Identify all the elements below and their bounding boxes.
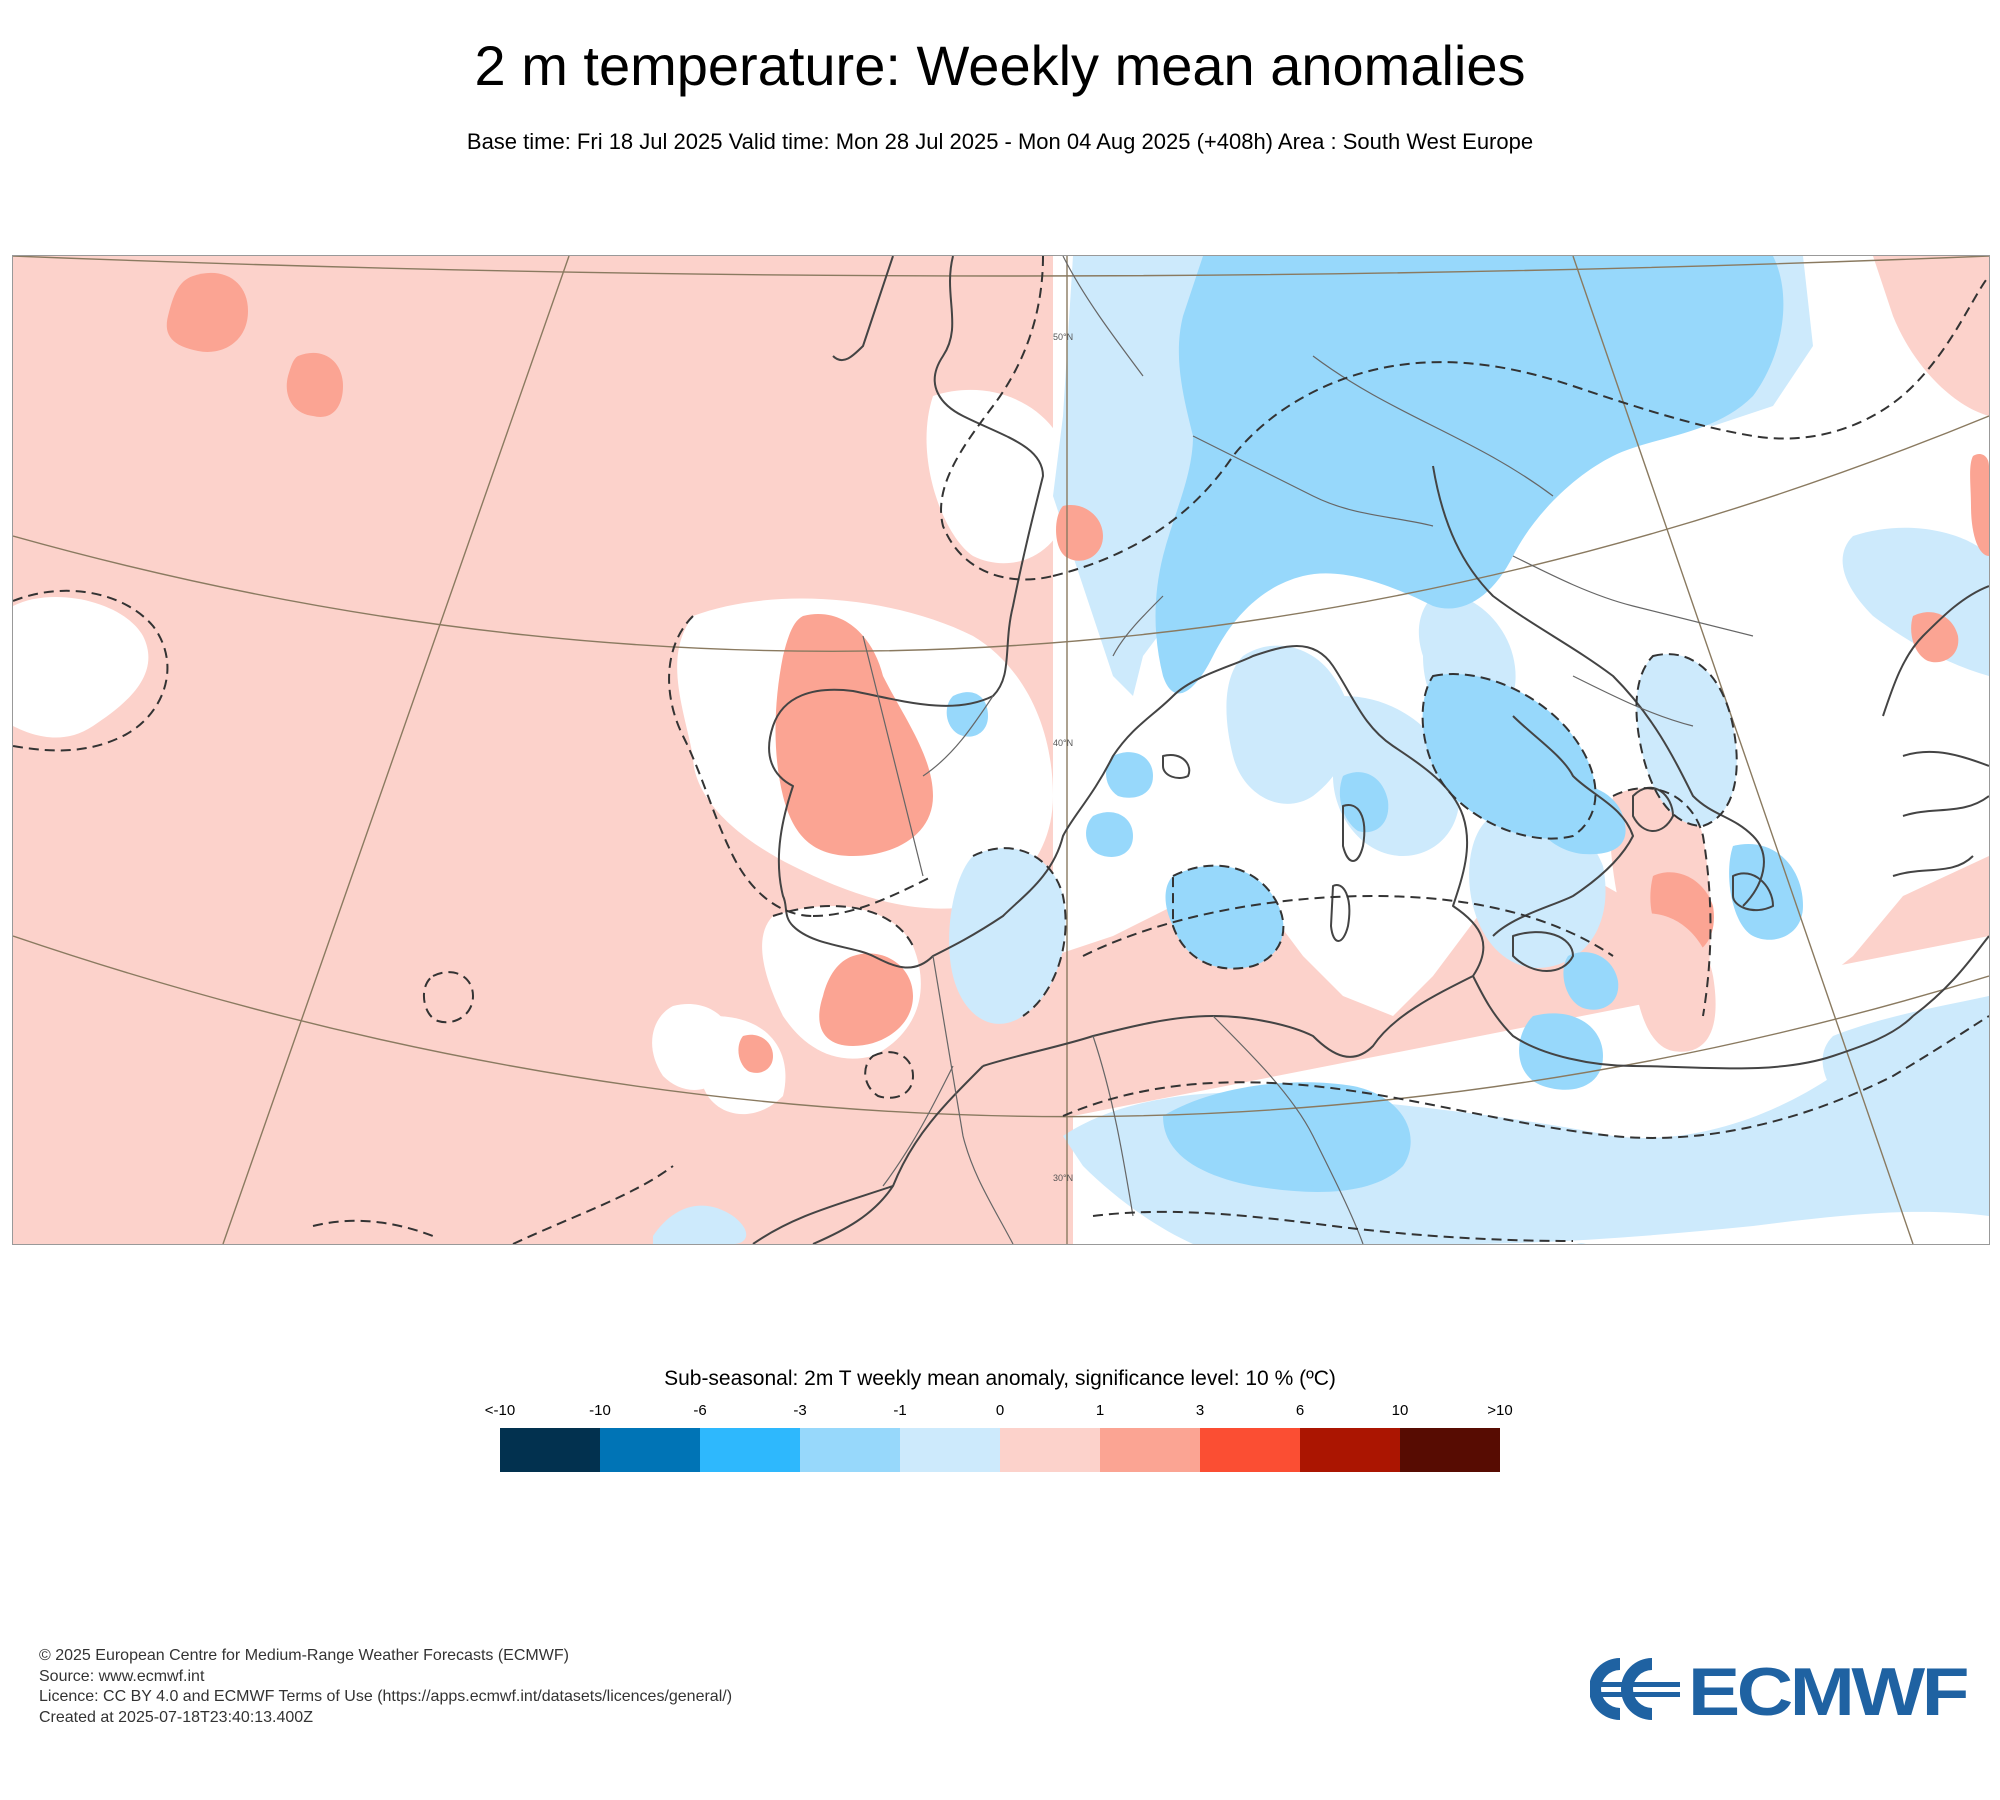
legend-color-box (1200, 1428, 1300, 1472)
legend-color-box (800, 1428, 900, 1472)
legend-color-box (1400, 1428, 1500, 1472)
footer-credits: © 2025 European Centre for Medium-Range … (39, 1646, 732, 1728)
color-legend: <-10 -10 -6 -3 -1 0 1 3 6 10 >10 (485, 1402, 1513, 1474)
legend-tick: -1 (893, 1402, 907, 1419)
licence-text: Licence: CC BY 4.0 and ECMWF Terms of Us… (39, 1688, 733, 1705)
significance-contours (13, 256, 1989, 1244)
legend-color-box (900, 1428, 1000, 1472)
legend-tick: -3 (793, 1402, 807, 1419)
legend-tick: >10 (1487, 1402, 1513, 1419)
latitude-label-30n: 30°N (1053, 1173, 1073, 1183)
legend-color-box (500, 1428, 600, 1472)
legend-color-box (1000, 1428, 1100, 1472)
anomaly-map[interactable]: 50°N 40°N 30°N (12, 255, 1990, 1245)
legend-color-box (700, 1428, 800, 1472)
chart-title: 2 m temperature: Weekly mean anomalies (474, 34, 1526, 97)
map-canvas: 50°N 40°N 30°N (13, 256, 1989, 1244)
legend-tick: 3 (1195, 1402, 1205, 1419)
latitude-label-50n: 50°N (1053, 332, 1073, 342)
legend-tick: 10 (1391, 1402, 1409, 1419)
coastlines (752, 256, 1989, 1244)
ecmwf-logo-graphic: ECMWF (1588, 1654, 1971, 1730)
country-borders (862, 256, 1754, 1244)
chart-subtitle: Base time: Fri 18 Jul 2025 Valid time: M… (466, 129, 1534, 154)
legend-tick: 6 (1295, 1402, 1305, 1419)
legend-tick: -10 (589, 1402, 611, 1419)
warm-moderate-anomaly-regions (166, 272, 1989, 1073)
created-text: Created at 2025-07-18T23:40:13.400Z (39, 1708, 313, 1726)
cool-moderate-anomaly-regions (946, 256, 1803, 1244)
legend-tick: <-10 (484, 1402, 516, 1419)
legend-color-bar (500, 1428, 1500, 1472)
source-text: Source: www.ecmwf.int (39, 1667, 205, 1685)
legend-color-box (1100, 1428, 1200, 1472)
copyright-text: © 2025 European Centre for Medium-Range … (39, 1647, 569, 1664)
ecmwf-logo-mark (1588, 1658, 1680, 1720)
legend-tick: 1 (1095, 1402, 1105, 1419)
legend-color-box (1300, 1428, 1400, 1472)
legend-tick: -6 (693, 1402, 707, 1419)
latitude-label-40n: 40°N (1053, 738, 1073, 748)
legend-title: Sub-seasonal: 2m T weekly mean anomaly, … (664, 1367, 1336, 1390)
legend-color-box (600, 1428, 700, 1472)
legend-tick: 0 (995, 1402, 1005, 1419)
ecmwf-logo: ECMWF (1588, 1654, 1971, 1730)
ecmwf-logo-text: ECMWF (1688, 1654, 1968, 1724)
